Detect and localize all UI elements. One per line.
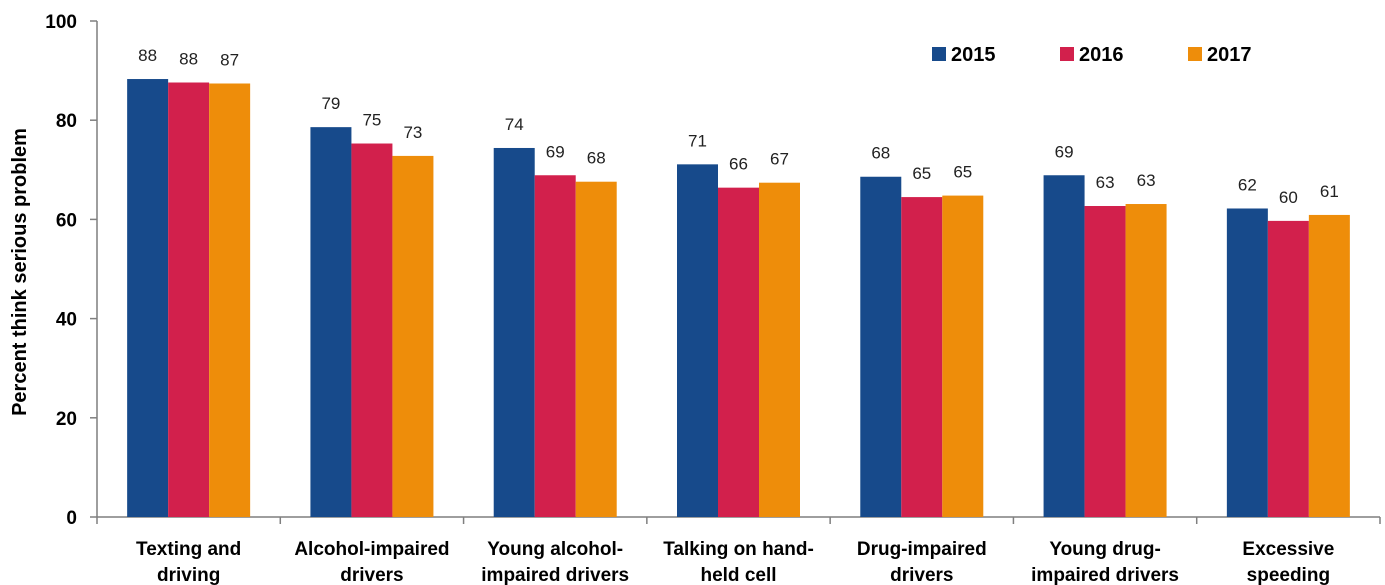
y-tick-label: 40 [56, 310, 77, 331]
bar-2017-2 [575, 181, 617, 518]
bar-2015-5 [1043, 175, 1085, 518]
data-label: 63 [1137, 171, 1156, 190]
data-label: 88 [138, 46, 157, 65]
y-tick-label: 0 [66, 508, 77, 529]
data-label: 68 [587, 149, 606, 168]
y-axis-label: Percent think serious problem [9, 128, 31, 416]
bar-2015-3 [677, 164, 718, 517]
data-label: 87 [220, 50, 239, 69]
data-labels-group: 88 79 74 71 68 69 62 88 75 69 66 65 63 60 87 73 68 67 65 63… [138, 46, 1339, 207]
category-label: Young drug-impaired drivers [1031, 539, 1179, 585]
bars-group [127, 79, 1350, 518]
data-label: 63 [1096, 173, 1115, 192]
data-label: 73 [403, 123, 422, 142]
bar-2016-4 [901, 197, 943, 517]
category-label-line: impaired drivers [1031, 565, 1179, 585]
bar-2016-6 [1267, 220, 1309, 517]
category-label-line: impaired drivers [481, 565, 629, 585]
legend-label-2016: 2016 [1079, 44, 1124, 66]
bar-2016-1 [351, 143, 393, 517]
legend: 2015 2016 2017 [932, 44, 1252, 66]
data-label: 62 [1238, 175, 1257, 194]
data-label: 61 [1320, 182, 1339, 201]
data-label: 75 [362, 111, 381, 130]
bar-2016-3 [718, 187, 759, 517]
data-label: 74 [505, 115, 524, 134]
data-label: 69 [1055, 142, 1074, 161]
bar-2015-0 [127, 79, 169, 518]
bar-2016-0 [168, 82, 210, 517]
category-label-line: Texting and [136, 539, 241, 560]
category-label: Excessive speeding [1242, 539, 1334, 585]
category-label: Drug-impaired drivers [857, 539, 987, 585]
legend-swatch-2017 [1188, 47, 1202, 61]
legend-swatch-2016 [1060, 47, 1074, 61]
category-label-line: Young alcohol- [487, 539, 623, 560]
legend-swatch-2015 [932, 47, 946, 61]
data-label: 65 [912, 164, 931, 183]
data-label: 65 [953, 163, 972, 182]
bar-2017-4 [942, 195, 984, 518]
data-label: 69 [546, 142, 565, 161]
bar-2015-6 [1226, 208, 1268, 517]
data-label: 60 [1279, 188, 1298, 207]
category-label: Texting and driving [136, 539, 241, 585]
bar-2017-0 [209, 83, 251, 517]
data-label: 79 [321, 94, 340, 113]
bar-2016-5 [1084, 206, 1126, 517]
bar-2015-4 [860, 176, 902, 517]
bar-2017-3 [759, 182, 800, 518]
y-tick-label: 60 [56, 210, 77, 231]
category-label-line: drivers [890, 565, 953, 585]
x-axis [96, 516, 1381, 524]
data-label: 67 [770, 150, 789, 169]
category-label-line: Talking on hand- [663, 539, 814, 560]
legend-label-2015: 2015 [951, 44, 996, 66]
category-labels-group: Texting and driving Alcohol-impaired driver… [136, 539, 1334, 585]
data-label: 68 [871, 144, 890, 163]
y-tick-label: 100 [45, 12, 77, 33]
bar-2015-2 [493, 147, 535, 517]
bar-2017-6 [1308, 214, 1350, 517]
category-label-line: drivers [340, 565, 403, 585]
y-tick-label: 80 [56, 111, 77, 132]
category-label-line: Drug-impaired [857, 539, 987, 560]
category-label: Alcohol-impaired drivers [294, 539, 449, 585]
bar-2016-2 [534, 175, 576, 518]
category-label: Young alcohol-impaired drivers [481, 539, 629, 585]
y-tick-label: 20 [56, 409, 77, 430]
bar-2015-1 [310, 127, 352, 518]
data-label: 88 [179, 50, 198, 69]
category-label-line: Young drug- [1049, 539, 1161, 560]
y-axis: 0 20 40 60 80 100 [45, 12, 98, 529]
category-label-line: Alcohol-impaired [294, 539, 449, 560]
category-label-line: driving [157, 565, 220, 585]
category-label: Talking on hand-held cell [663, 539, 814, 585]
category-label-line: held cell [700, 565, 776, 585]
bar-2017-5 [1125, 204, 1167, 518]
bar-2017-1 [392, 155, 434, 518]
data-label: 66 [729, 155, 748, 174]
category-label-line: speeding [1247, 565, 1330, 585]
data-label: 71 [688, 131, 707, 150]
legend-label-2017: 2017 [1207, 44, 1252, 66]
category-label-line: Excessive [1242, 539, 1334, 560]
